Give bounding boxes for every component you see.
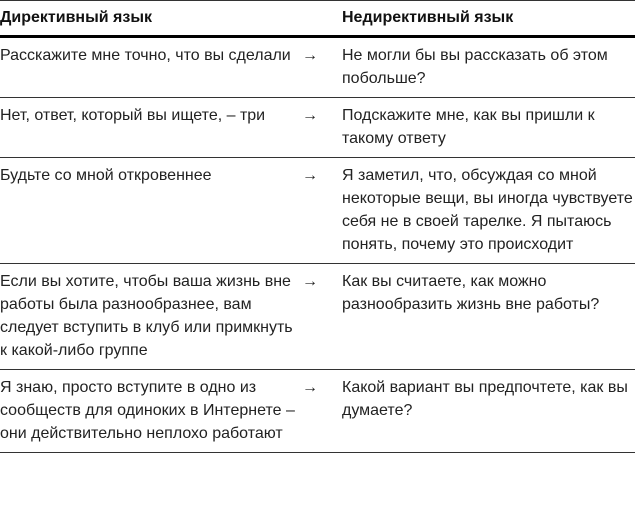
directive-cell: Если вы хотите, чтобы ваша жизнь вне раб… [0, 263, 300, 370]
table-row: Если вы хотите, чтобы ваша жизнь вне раб… [0, 263, 635, 370]
table-row: Нет, ответ, который вы ищете, – три → Подс… [0, 97, 635, 158]
arrow-icon: → [300, 369, 342, 453]
nondirective-cell: Как вы считаете, как можно разнообразить… [342, 263, 635, 370]
language-comparison-table: Директивный язык Недирективный язык Расс… [0, 0, 635, 453]
directive-cell: Будьте со мной откровеннее [0, 157, 300, 264]
arrow-icon: → [300, 36, 342, 98]
arrow-icon: → [300, 157, 342, 264]
header-directive: Директивный язык [0, 0, 300, 38]
header-nondirective: Недирективный язык [342, 0, 635, 38]
directive-cell: Я знаю, просто вступите в одно из сообще… [0, 369, 300, 453]
directive-cell: Нет, ответ, который вы ищете, – три [0, 97, 300, 158]
table-row: Будьте со мной откровеннее → Я заметил, чт… [0, 157, 635, 264]
nondirective-cell: Подскажите мне, как вы пришли к такому о… [342, 97, 635, 158]
nondirective-cell: Я заметил, что, обсуждая со мной некотор… [342, 157, 635, 264]
header-spacer [300, 0, 342, 38]
arrow-icon: → [300, 263, 342, 370]
nondirective-cell: Какой вариант вы предпочтете, как вы дум… [342, 369, 635, 453]
nondirective-cell: Не могли бы вы рассказать об этом поболь… [342, 36, 635, 98]
table-row: Расскажите мне точно, что вы сделали → Не … [0, 36, 635, 98]
arrow-icon: → [300, 97, 342, 158]
directive-cell: Расскажите мне точно, что вы сделали [0, 36, 300, 98]
table-row: Я знаю, просто вступите в одно из сообще… [0, 369, 635, 453]
header-row: Директивный язык Недирективный язык [0, 0, 635, 38]
